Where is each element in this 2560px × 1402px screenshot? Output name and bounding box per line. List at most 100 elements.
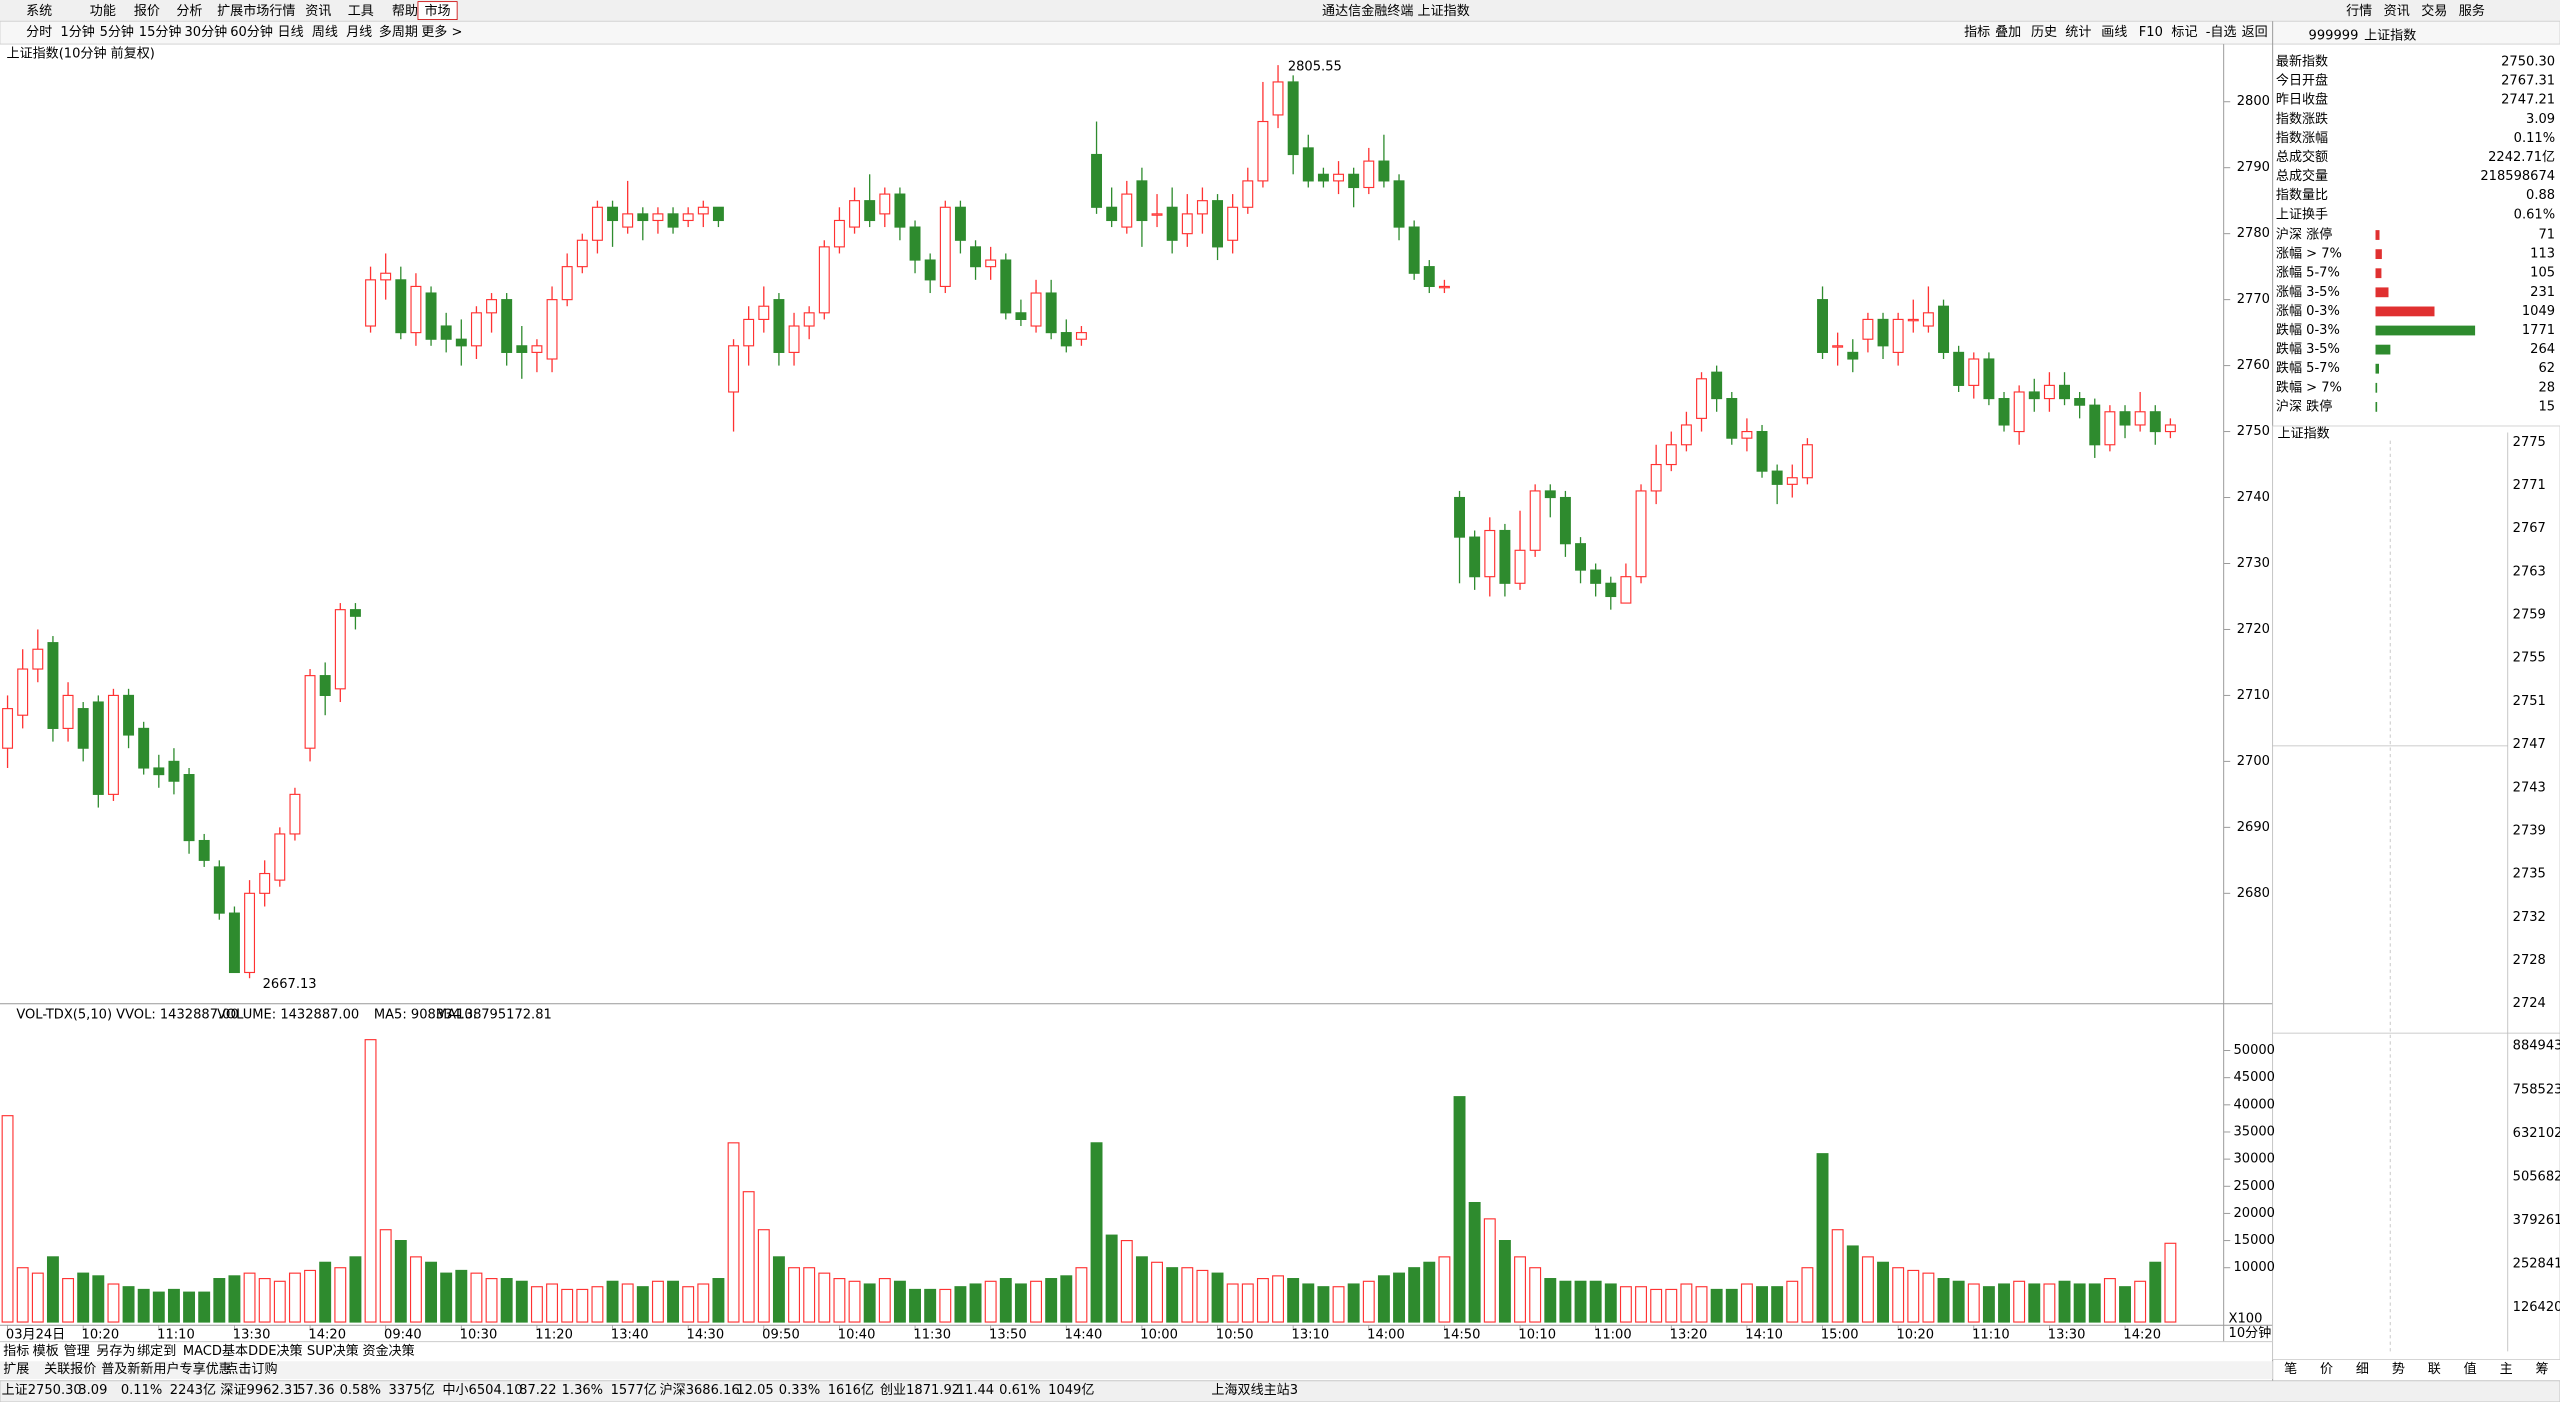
mini-tab[interactable]: 主 [2500, 1362, 2513, 1377]
mini-tab[interactable]: 筹 [2536, 1361, 2549, 1377]
menu-item[interactable]: 扩展市场行情 [217, 3, 295, 19]
mini-tab[interactable]: 细 [2356, 1362, 2369, 1377]
volume-bar [455, 1269, 468, 1323]
tool-button[interactable]: 画线 [2101, 25, 2127, 40]
volume-bar [77, 1272, 90, 1323]
indicator-tab[interactable]: DDE决策 [248, 1343, 302, 1359]
y-tick-label: 2690 [2237, 820, 2270, 835]
period-button[interactable]: 30分钟 [184, 24, 227, 40]
market-tab[interactable] [417, 1, 458, 20]
candle-body [2149, 411, 2161, 433]
top-right-button[interactable]: 行情 [2346, 4, 2372, 19]
volume-bar [273, 1280, 286, 1323]
indicator-tab[interactable]: 管理 [64, 1344, 90, 1359]
mini-title: 上证指数 [2278, 427, 2330, 442]
y-tick-label: 2780 [2237, 226, 2270, 241]
period-button[interactable]: 周线 [312, 25, 338, 40]
period-button[interactable]: 15分钟 [139, 24, 182, 40]
mini-tab[interactable]: 值 [2464, 1361, 2477, 1377]
status-value: 57.36 [297, 1383, 334, 1398]
period-button[interactable]: 60分钟 [230, 24, 273, 40]
top-right-button[interactable]: 服务 [2459, 3, 2485, 19]
volume-bar [546, 1283, 559, 1323]
period-button[interactable]: 月线 [346, 25, 372, 40]
candle-body [622, 213, 634, 228]
breadth-count: 62 [2538, 361, 2555, 376]
candle-body [576, 239, 588, 268]
menu-item[interactable]: 帮助 [392, 4, 418, 19]
indicator-tab[interactable]: 另存为 [96, 1344, 135, 1359]
x-tick-label: 11:10 [1972, 1328, 2010, 1343]
mini-tab[interactable]: 势 [2392, 1361, 2405, 1377]
tool-button[interactable]: 指标 [1964, 25, 1990, 40]
top-right-button[interactable]: 资讯 [2384, 4, 2410, 19]
mini-price-label: 2724 [2513, 996, 2546, 1011]
volume-bar [1952, 1280, 1965, 1323]
menu-item[interactable]: 功能 [90, 4, 116, 19]
period-button[interactable]: 5分钟 [100, 24, 134, 40]
volume-bar [1438, 1256, 1451, 1323]
period-button[interactable]: 1分钟 [60, 24, 94, 40]
candle-body [652, 213, 664, 222]
mini-volume-label: 379261 [2513, 1213, 2560, 1228]
y-tick-label: 2720 [2237, 622, 2270, 637]
indicator-tab[interactable]: 指标 [3, 1344, 29, 1359]
indicator-tab[interactable]: 资金决策 [362, 1343, 414, 1359]
market-tab-label[interactable]: 市场 [424, 3, 450, 19]
promo-item[interactable]: 关联报价 [44, 1362, 96, 1377]
volume-bar [1982, 1286, 1995, 1323]
tool-button[interactable]: -自选 [2206, 25, 2237, 40]
candle-body [1529, 490, 1541, 551]
menu-item[interactable]: 工具 [348, 4, 374, 19]
tool-button[interactable]: 历史 [2031, 25, 2057, 40]
volume-bar [1801, 1267, 1814, 1323]
indicator-tab[interactable]: 绑定到 [137, 1344, 176, 1359]
tool-button[interactable]: 统计 [2065, 25, 2091, 40]
candle-body [1348, 173, 1360, 189]
candle-body [244, 892, 256, 974]
indicator-tab[interactable]: SUP决策 [307, 1343, 359, 1359]
menu-item[interactable]: 报价 [134, 4, 160, 19]
menu-item[interactable]: 资讯 [305, 4, 331, 19]
breadth-count: 15 [2538, 399, 2555, 414]
top-right-button[interactable]: 交易 [2421, 3, 2447, 19]
promo-item[interactable]: 扩展 [3, 1362, 29, 1377]
period-button[interactable]: 分时 [26, 25, 52, 40]
tool-button[interactable]: 叠加 [1995, 25, 2021, 40]
mini-price-label: 2743 [2513, 780, 2546, 795]
volume-bar [863, 1283, 876, 1323]
breadth-label: 跌幅 > 7% [2276, 379, 2342, 395]
period-button[interactable]: 多周期 [379, 24, 418, 40]
period-label: 10分钟 [2229, 1325, 2272, 1341]
promo-item[interactable]: 点击订购 [225, 1361, 277, 1377]
menu-item[interactable]: 系统 [26, 4, 52, 19]
volume-bar [364, 1039, 377, 1323]
indicator-tab[interactable]: 模板 [33, 1344, 59, 1359]
mini-tab[interactable]: 价 [2320, 1362, 2333, 1377]
more-button[interactable]: 更多 > [421, 24, 462, 40]
breadth-label: 沪深 跌停 [2276, 398, 2332, 414]
x-tick-label: 09:50 [762, 1328, 800, 1343]
candle-body [1287, 81, 1299, 156]
menu-item[interactable]: 分析 [176, 4, 202, 19]
status-value: 2750.30 [28, 1383, 82, 1398]
promo-item[interactable]: 普及新新用户专享优惠 [101, 1361, 232, 1377]
mini-price-label: 2775 [2513, 435, 2546, 450]
quote-value: 2750.30 [2501, 55, 2555, 70]
candle-body [1408, 226, 1420, 274]
breadth-label: 跌幅 5-7% [2276, 360, 2340, 376]
period-button[interactable]: 日线 [278, 25, 304, 40]
tool-button[interactable]: 返回 [2242, 25, 2268, 40]
mini-tab[interactable]: 笔 [2284, 1361, 2297, 1377]
volume-bar [772, 1256, 785, 1323]
volume-bar [1453, 1096, 1466, 1323]
tool-button[interactable]: F10 [2139, 25, 2163, 40]
volume-bar [2103, 1278, 2116, 1323]
candle-body [2013, 391, 2025, 433]
tool-button[interactable]: 标记 [2171, 25, 2197, 40]
volume-tick-label: 20000 [2233, 1206, 2275, 1221]
y-tick-label: 2740 [2237, 490, 2270, 505]
mini-tab[interactable]: 联 [2428, 1362, 2441, 1377]
indicator-tab[interactable]: MACD基本 [183, 1344, 248, 1359]
status-value: 1616亿 [828, 1383, 874, 1398]
